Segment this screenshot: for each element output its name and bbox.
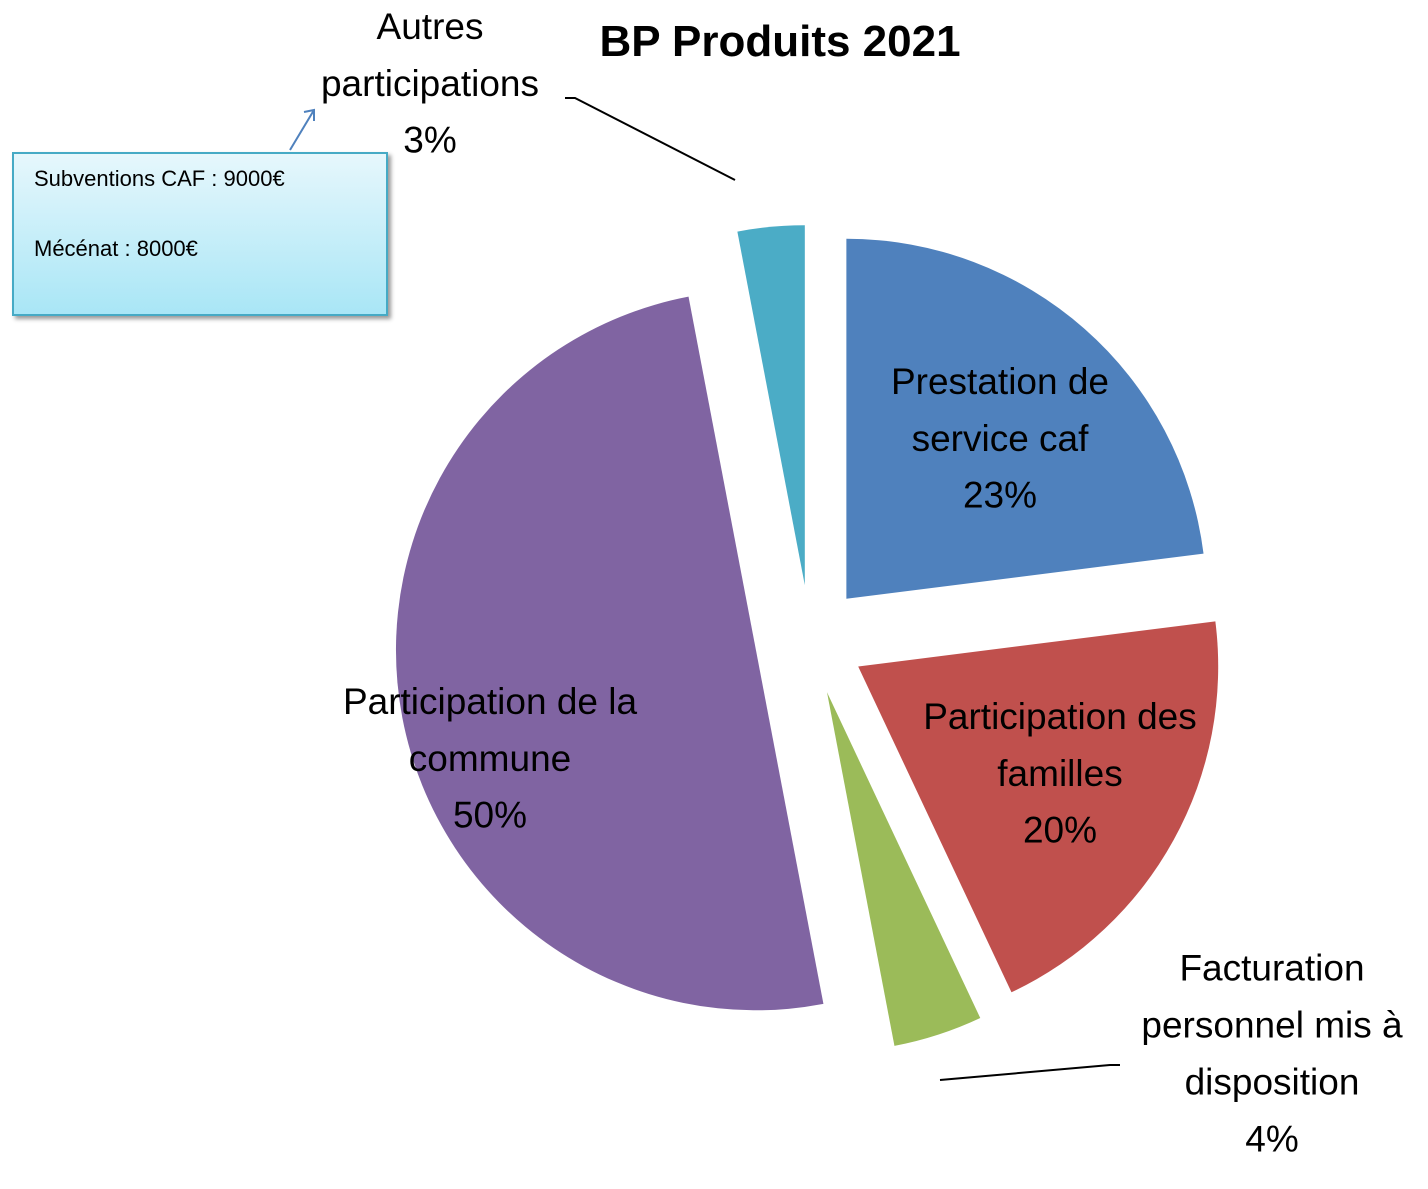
value-label: 4%	[1245, 1118, 1299, 1159]
note-arrow	[289, 109, 315, 151]
slice-label: Autres participations	[320, 6, 539, 104]
leader-line	[939, 1064, 1120, 1081]
value-label: 23%	[962, 474, 1038, 516]
slice-label: Facturation personnel mis à disposition	[1141, 947, 1403, 1103]
value-label: 20%	[1022, 809, 1098, 851]
pie-slice	[858, 621, 1219, 993]
value-label: 50%	[452, 794, 528, 836]
slice-label: Participation de la commune	[342, 681, 638, 779]
annotation: Subventions CAF : 9000€	[34, 166, 285, 191]
leader-line	[565, 97, 736, 181]
pie-slice	[737, 225, 805, 586]
chart-title: BP Produits 2021	[599, 17, 961, 66]
annotation-box: Subventions CAF : 9000€ Mécénat : 8000€	[12, 152, 388, 316]
slice-label: Prestation de service caf	[890, 361, 1110, 459]
pie-slice	[395, 296, 824, 1011]
note-arrow-head	[303, 108, 315, 121]
pie-slice	[826, 692, 981, 1046]
annotation: Mécénat : 8000€	[34, 236, 198, 261]
pie-slice	[846, 238, 1204, 599]
value-label: 3%	[403, 119, 457, 161]
slice-label: Participation des familles	[923, 696, 1197, 794]
